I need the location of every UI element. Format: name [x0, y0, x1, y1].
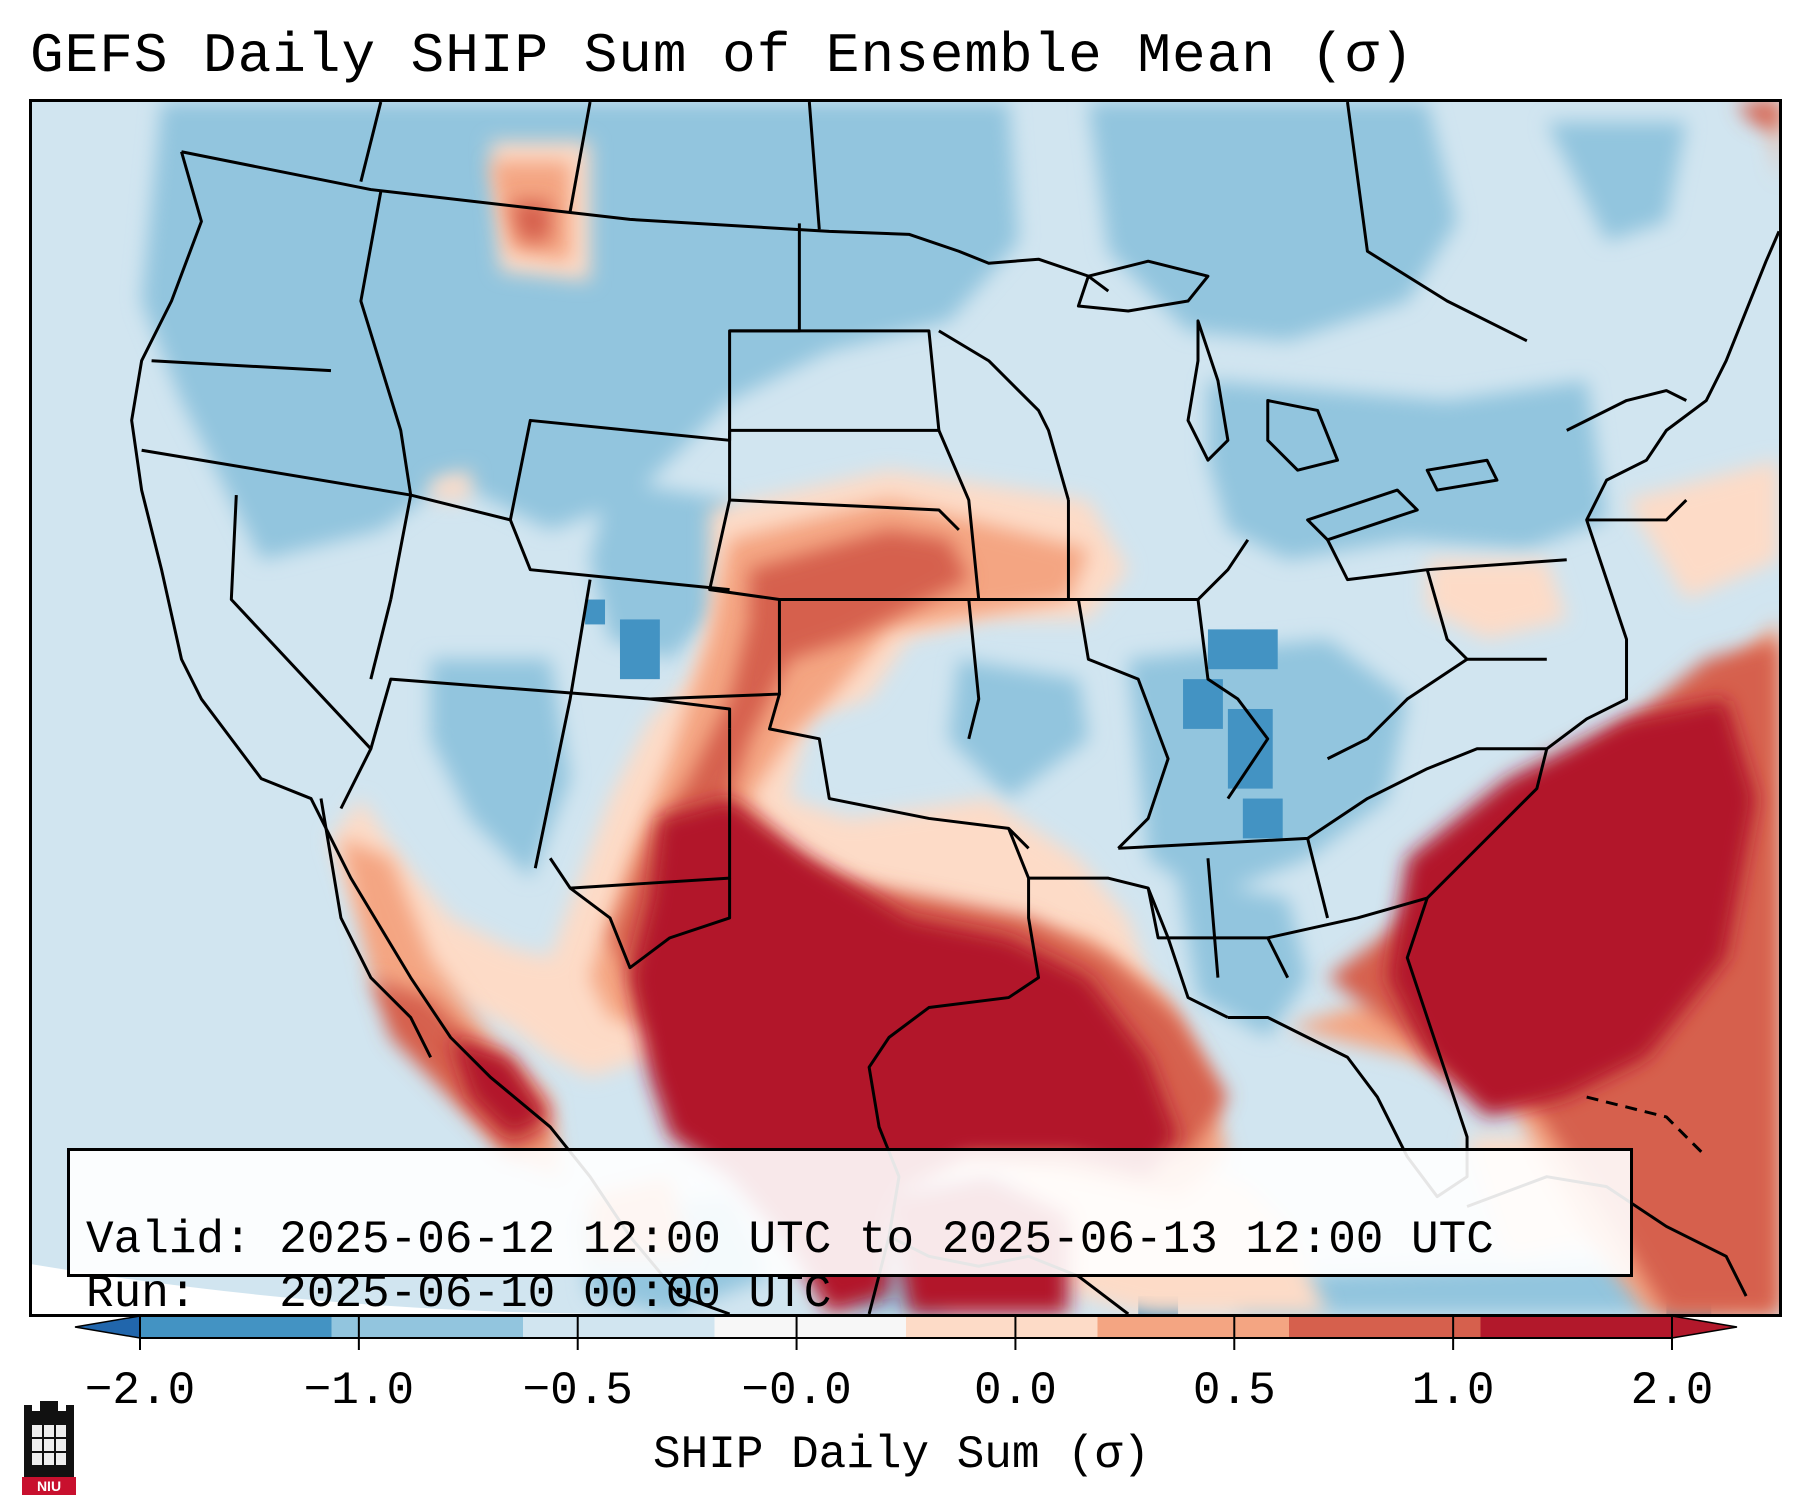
colorbar-segment	[1289, 1316, 1481, 1338]
colorbar-under-arrow	[74, 1315, 141, 1339]
colorbar-segment	[1480, 1316, 1673, 1338]
east-coastline	[1545, 230, 1779, 750]
colorbar-segment	[1097, 1316, 1290, 1338]
lake-erie	[1306, 488, 1419, 542]
colorbar-label: SHIP Daily Sum (σ)	[653, 1429, 1150, 1481]
lake-huron	[1266, 399, 1340, 472]
ship-field-map	[32, 102, 1779, 1314]
colorbar-tick-label: −1.0	[303, 1365, 415, 1417]
run-time-text: Run: 2025-06-10 00:00 UTC	[86, 1268, 832, 1320]
west-coastline	[130, 151, 731, 1314]
colorbar-tick-label: 1.0	[1411, 1365, 1495, 1417]
colorbar-over-arrow	[1671, 1315, 1738, 1339]
boundaries	[130, 102, 1779, 1314]
niu-logo-icon: NIU	[18, 1395, 80, 1497]
outside-domain	[32, 1264, 630, 1314]
colorbar-segment	[140, 1316, 332, 1338]
colorbar-tick-label: 0.5	[1192, 1365, 1276, 1417]
us-canada-border	[181, 150, 1110, 293]
colorbar-segment	[714, 1316, 907, 1338]
colorbar-tick-label: −2.0	[84, 1365, 196, 1417]
lake-michigan	[1186, 319, 1230, 462]
colorbar	[74, 1315, 1738, 1350]
map-panel[interactable]	[29, 99, 1782, 1317]
map-title: GEFS Daily SHIP Sum of Ensemble Mean (σ)	[30, 24, 1415, 88]
logo-text: NIU	[37, 1478, 61, 1494]
colorbar-tick-label: −0.5	[522, 1365, 633, 1417]
colorbar-tick-label: 0.0	[974, 1365, 1057, 1417]
colorbar-tick-label: 2.0	[1630, 1365, 1714, 1417]
colorbar-tick-label: −0.0	[741, 1365, 852, 1417]
valid-run-info-box: Valid: 2025-06-12 12:00 UTC to 2025-06-1…	[67, 1148, 1633, 1320]
colorbar-segment	[906, 1316, 1098, 1338]
colorbar-segment	[331, 1316, 524, 1338]
lake-ontario	[1425, 458, 1499, 492]
lake-superior	[1076, 259, 1210, 313]
valid-time-text: Valid: 2025-06-12 12:00 UTC to 2025-06-1…	[86, 1214, 1494, 1266]
colorbar-graphic	[74, 1315, 1738, 1350]
colorbar-segment	[523, 1316, 715, 1338]
